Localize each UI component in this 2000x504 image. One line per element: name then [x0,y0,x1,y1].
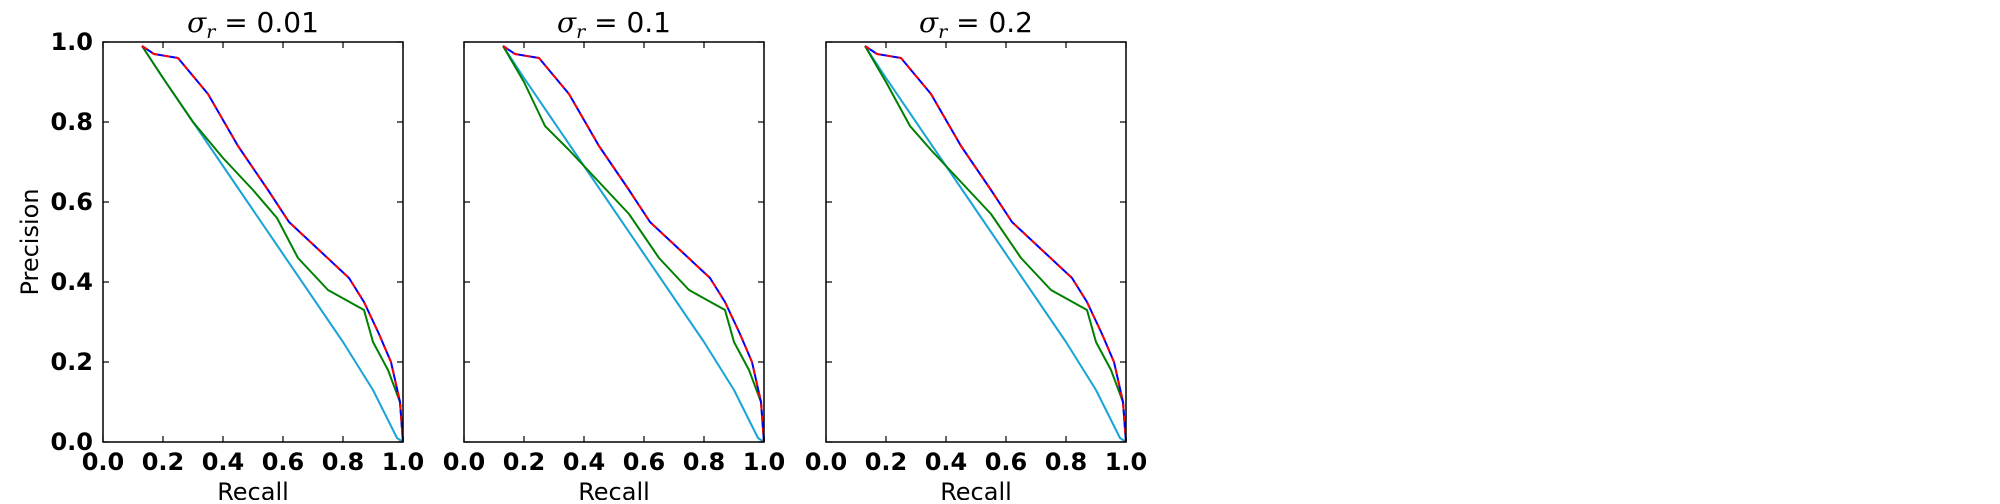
y-tick-label: 0.4 [50,268,93,296]
x-tick-label: 1.0 [1105,448,1148,476]
x-axis-label: Recall [217,478,289,500]
y-tick-label: 0.8 [50,108,93,136]
x-axis-label: Recall [578,478,650,500]
x-tick-label: 1.0 [382,448,425,476]
series-line-2 [864,45,1127,443]
series-line-1 [864,45,1127,443]
x-tick-label: 1.0 [743,448,786,476]
y-tick-label: 0.6 [50,188,93,216]
subplot-1: 0.0 0.2 0.4 0.6 0.8 1.0 0.0 0.2 0.4 0.6 0.8 1.0 Reca… [16,6,425,504]
series-line-4 [864,45,1127,443]
x-tick-label: 0.8 [322,448,365,476]
series-line-4 [502,45,765,443]
x-tick-label: 0.6 [985,448,1028,476]
subplot-2: 0.0 0.2 0.4 0.6 0.8 1.0 Recall σr = 0.1 [443,6,786,504]
x-tick-label: 0.2 [142,448,185,476]
plot-title: σr = 0.01 [187,6,319,43]
plot-title: σr = 0.1 [557,6,671,43]
y-tick-label: 1.0 [50,28,93,56]
subplot-3: 0.0 0.2 0.4 0.6 0.8 1.0 Recall σr = 0.2 [805,6,1148,504]
x-tick-label: 0.2 [865,448,908,476]
series-line-2 [502,45,765,443]
x-tick-label: 0.6 [623,448,666,476]
x-tick-label: 0.0 [443,448,486,476]
plot-title: σr = 0.2 [919,6,1033,43]
x-tick-label: 0.0 [82,448,125,476]
series-line-2 [141,45,404,443]
plot-frame [825,41,1127,443]
x-tick-label: 0.4 [563,448,606,476]
y-tick-label: 0.0 [50,428,93,456]
y-tick-label: 0.2 [50,348,93,376]
x-axis-label: Recall [940,478,1012,500]
x-tick-label: 0.6 [262,448,305,476]
x-tick-label: 0.4 [925,448,968,476]
x-tick-label: 0.8 [683,448,726,476]
plot-frame [463,41,765,443]
x-tick-label: 0.2 [503,448,546,476]
plot-frame [102,41,404,443]
series-line-1 [502,45,765,443]
x-tick-label: 0.4 [202,448,245,476]
x-tick-label: 0.0 [805,448,848,476]
y-axis-label: Precision [16,188,44,295]
x-tick-label: 0.8 [1045,448,1088,476]
series-line-4 [141,45,404,443]
